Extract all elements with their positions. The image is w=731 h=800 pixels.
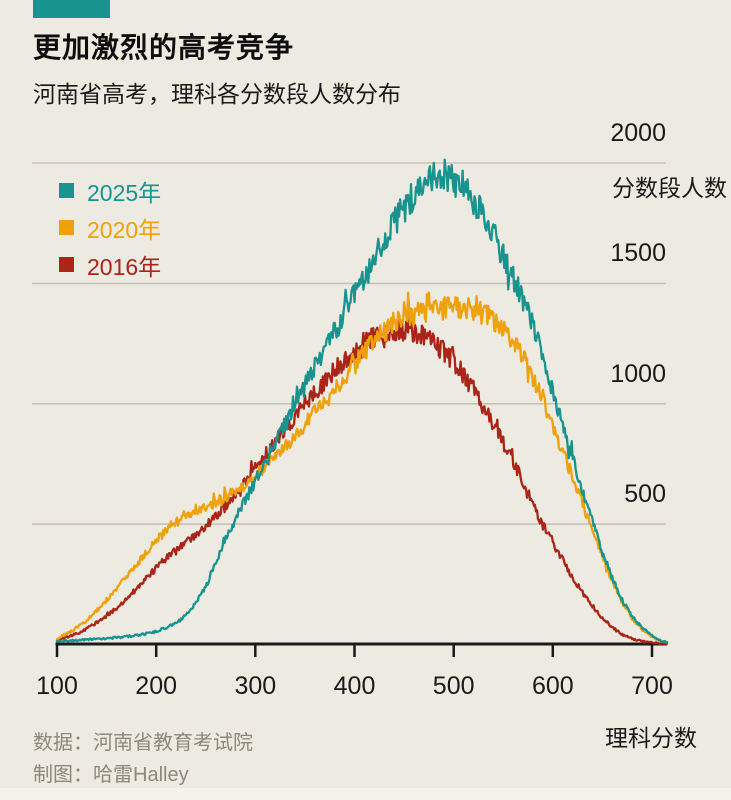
legend-label: 2025年	[87, 179, 162, 206]
legend-label: 2020年	[87, 216, 162, 243]
chart-legend: 2025年 2020年 2016年	[59, 172, 161, 283]
legend-item-2025: 2025年	[59, 172, 161, 209]
legend-item-2020: 2020年	[59, 209, 161, 246]
y-grid-label-500: 500	[624, 480, 666, 509]
x-tick-label-400: 400	[333, 672, 376, 700]
page-title: 更加激烈的高考竞争	[33, 32, 295, 63]
y-grid-label-1000: 1000	[610, 359, 666, 388]
y-grid-label-2000: 2000	[610, 119, 666, 147]
y-grid-label-1500: 1500	[610, 239, 666, 268]
x-tick-label-200: 200	[135, 672, 178, 700]
series-line-2016	[55, 309, 669, 646]
legend-swatch-icon	[59, 257, 74, 272]
x-tick-label-300: 300	[234, 672, 277, 700]
legend-swatch-icon	[59, 220, 74, 235]
legend-item-2016: 2016年	[59, 246, 161, 283]
x-tick-label-500: 500	[432, 672, 475, 700]
series-line-2025	[55, 158, 669, 644]
credit-note: 制图：哈雷Halley	[33, 764, 189, 786]
data-source-note: 数据：河南省教育考试院	[33, 732, 253, 754]
y-axis-title: 分数段人数	[612, 175, 727, 201]
series-line-2020	[55, 291, 669, 644]
x-tick-label-600: 600	[531, 672, 574, 700]
brand-tag	[33, 0, 110, 18]
x-tick-label-700: 700	[631, 672, 673, 700]
footer-strip	[0, 788, 731, 800]
chart-subtitle: 河南省高考，理科各分数段人数分布	[33, 81, 401, 107]
x-tick-label-100: 100	[36, 672, 78, 700]
x-axis-title: 理科分数	[605, 725, 697, 751]
legend-swatch-icon	[59, 183, 74, 198]
legend-label: 2016年	[87, 253, 162, 280]
